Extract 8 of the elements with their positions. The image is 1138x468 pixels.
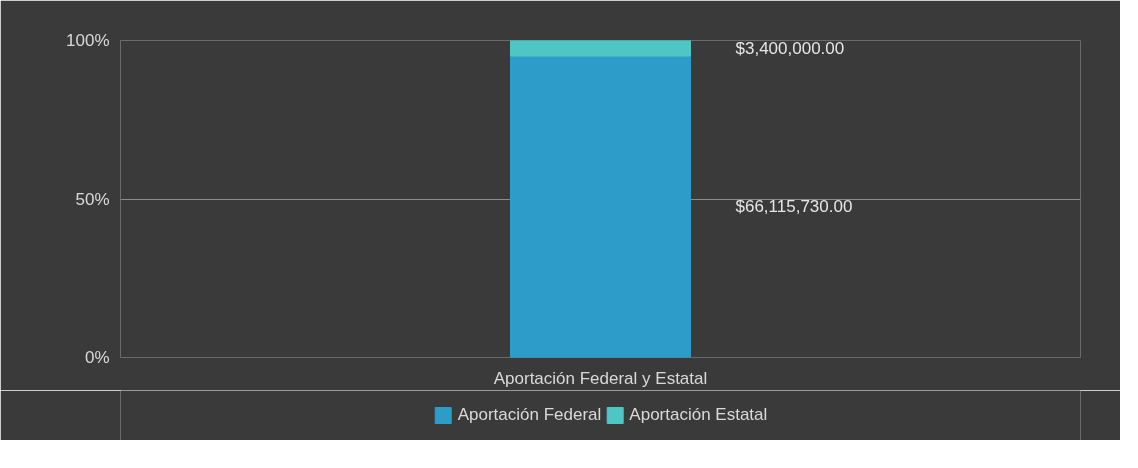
- y-tick-label: 0%: [84, 348, 110, 367]
- annotation: $3,400,000.00: [735, 38, 845, 58]
- x-tick-label: Aportación Federal y Estatal: [493, 368, 708, 388]
- y-tick-label: 50%: [75, 189, 110, 209]
- legend-label: Aportación Federal: [457, 405, 602, 425]
- legend-label: Aportación Estatal: [629, 405, 768, 425]
- annotation: $66,115,730.00: [735, 197, 853, 217]
- y-tick-label: 100%: [66, 31, 110, 50]
